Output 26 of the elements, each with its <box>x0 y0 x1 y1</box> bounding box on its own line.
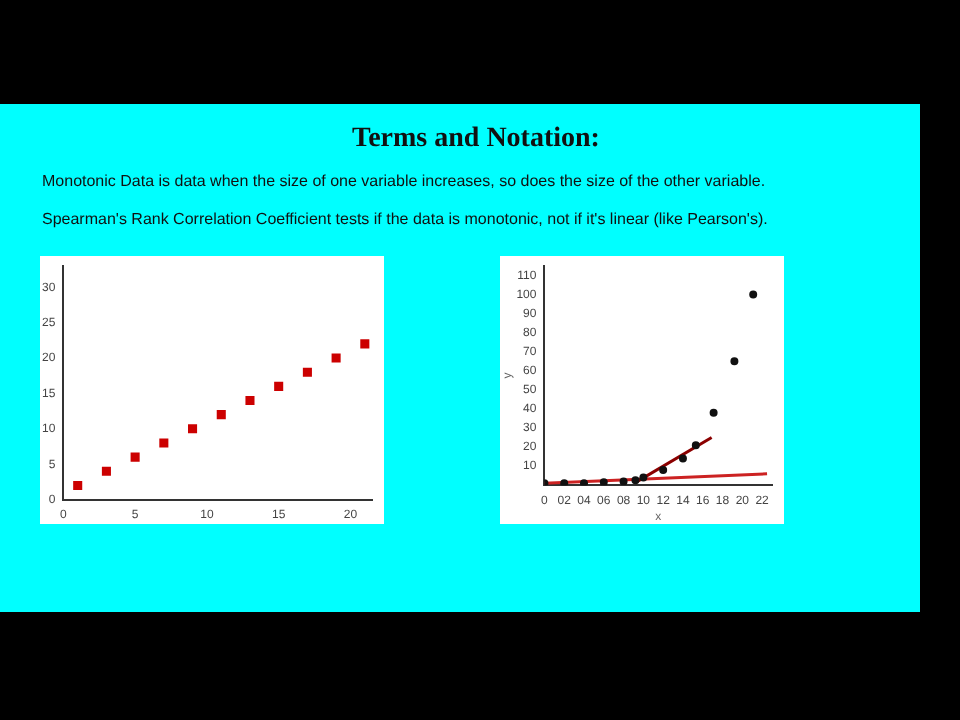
point <box>580 479 588 486</box>
point <box>274 381 284 391</box>
point <box>159 438 169 448</box>
point <box>331 353 341 363</box>
point <box>730 357 739 366</box>
text: Monotonic Data is data when the size of one variable increases, so does the size of the other variable. <box>42 172 768 190</box>
point <box>560 479 569 486</box>
point <box>639 473 648 482</box>
point <box>691 441 700 450</box>
point <box>302 367 312 377</box>
point <box>101 466 111 476</box>
text: Spearman's Rank Correlation Coefficient tests if the data is monotonic, not if it's linear (like Pearson's). <box>42 210 770 228</box>
point <box>188 424 198 434</box>
point <box>360 339 370 349</box>
point <box>73 480 83 490</box>
point <box>599 478 608 486</box>
point <box>631 476 640 485</box>
point <box>216 410 226 420</box>
point <box>659 465 668 474</box>
point <box>619 477 628 486</box>
point <box>130 452 140 462</box>
point <box>709 408 718 417</box>
point <box>678 454 687 463</box>
text: Terms and Notation: <box>350 124 602 156</box>
point <box>245 395 255 406</box>
point <box>749 290 758 299</box>
